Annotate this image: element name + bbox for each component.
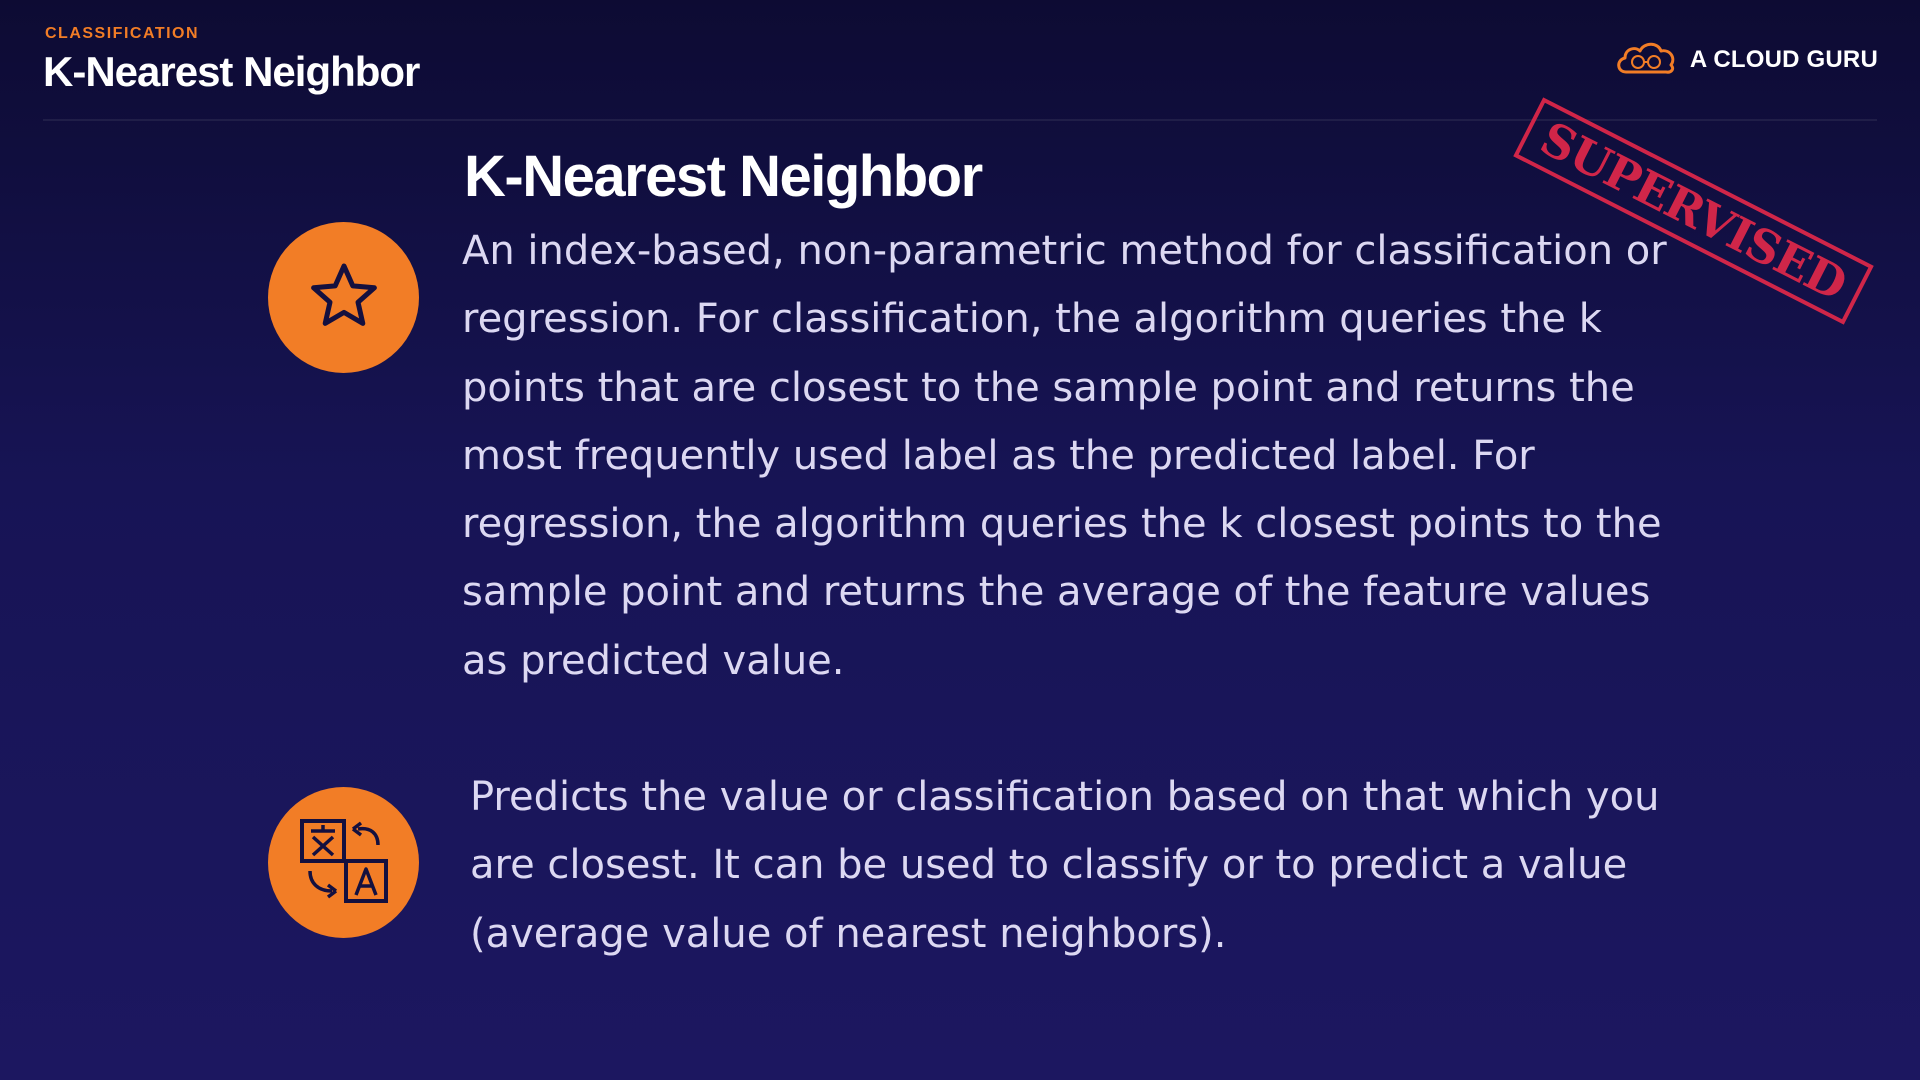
brand-name: A CLOUD GURU (1689, 46, 1878, 73)
translate-icon-circle (268, 787, 419, 938)
cloud-logo-icon (1614, 38, 1678, 82)
header-eyebrow: CLASSIFICATION (45, 25, 200, 42)
header-divider (43, 119, 1877, 121)
star-icon (308, 260, 380, 336)
summary-paragraph: Predicts the value or classification bas… (470, 774, 1660, 957)
header-title: K-Nearest Neighbor (43, 48, 420, 95)
content-title: K-Nearest Neighbor (464, 144, 983, 209)
star-icon-circle (268, 222, 419, 373)
description-paragraph: An index-based, non-parametric method fo… (462, 228, 1667, 684)
brand-logo: A CLOUD GURU (1614, 38, 1878, 82)
translate-icon (298, 815, 390, 911)
